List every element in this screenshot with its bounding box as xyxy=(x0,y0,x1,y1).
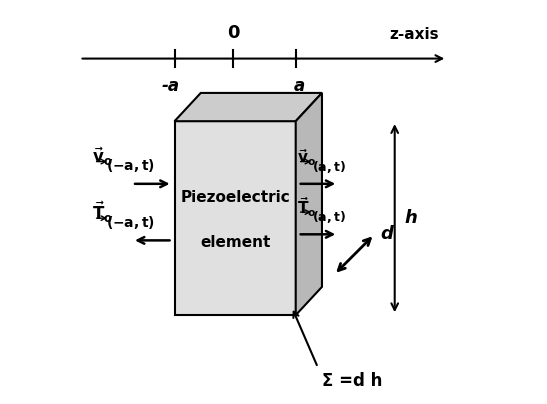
Text: -a: -a xyxy=(161,77,179,95)
Text: 0: 0 xyxy=(227,24,240,42)
Text: $\mathbf{(a,t)}$: $\mathbf{(a,t)}$ xyxy=(312,209,346,225)
Text: element: element xyxy=(200,235,270,250)
Text: Piezoelectric: Piezoelectric xyxy=(181,190,290,206)
Text: h: h xyxy=(405,209,418,227)
Text: $\mathbf{(a,t)}$: $\mathbf{(a,t)}$ xyxy=(312,159,346,175)
Text: a: a xyxy=(294,77,305,95)
Polygon shape xyxy=(174,93,322,121)
Text: $\mathbf{\vec{T}_o}$: $\mathbf{\vec{T}_o}$ xyxy=(92,200,113,225)
Text: $\mathbf{\vec{T}_o}$: $\mathbf{\vec{T}_o}$ xyxy=(297,196,316,219)
Polygon shape xyxy=(174,121,296,315)
Text: $\mathbf{\vec{v}_o}$: $\mathbf{\vec{v}_o}$ xyxy=(92,145,112,168)
Text: $\mathbf{\vec{v}_o}$: $\mathbf{\vec{v}_o}$ xyxy=(297,148,316,168)
Text: z-axis: z-axis xyxy=(389,27,439,42)
Text: $\mathbf{(-a,t)}$: $\mathbf{(-a,t)}$ xyxy=(106,215,155,231)
Text: $\mathbf{(-a,t)}$: $\mathbf{(-a,t)}$ xyxy=(106,157,155,174)
Polygon shape xyxy=(296,93,322,315)
Text: d: d xyxy=(381,225,393,243)
Text: Σ =d h: Σ =d h xyxy=(322,372,382,390)
